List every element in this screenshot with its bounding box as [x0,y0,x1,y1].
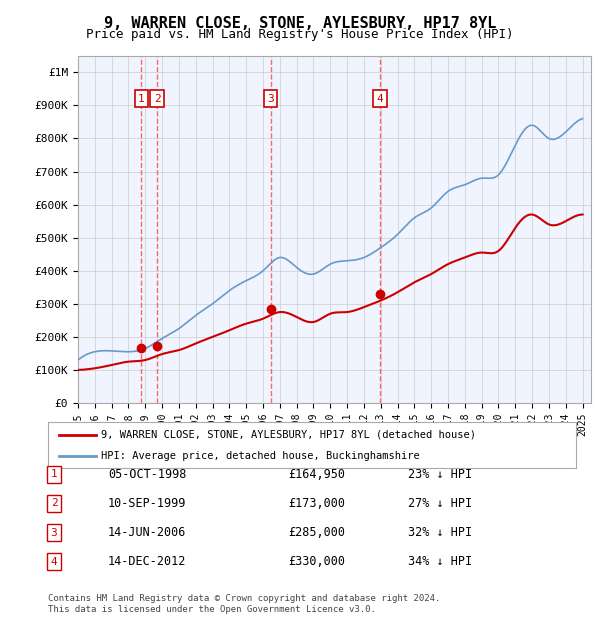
Text: 14-JUN-2006: 14-JUN-2006 [108,526,187,539]
Text: 14-DEC-2012: 14-DEC-2012 [108,556,187,568]
Text: 34% ↓ HPI: 34% ↓ HPI [408,556,472,568]
Text: £285,000: £285,000 [288,526,345,539]
Text: 1: 1 [50,469,58,479]
Text: 4: 4 [50,557,58,567]
Text: Price paid vs. HM Land Registry's House Price Index (HPI): Price paid vs. HM Land Registry's House … [86,28,514,41]
Text: HPI: Average price, detached house, Buckinghamshire: HPI: Average price, detached house, Buck… [101,451,419,461]
Text: 27% ↓ HPI: 27% ↓ HPI [408,497,472,510]
Text: 4: 4 [377,94,383,104]
Text: 3: 3 [267,94,274,104]
Text: 2: 2 [50,498,58,508]
Text: 23% ↓ HPI: 23% ↓ HPI [408,468,472,481]
Text: 9, WARREN CLOSE, STONE, AYLESBURY, HP17 8YL: 9, WARREN CLOSE, STONE, AYLESBURY, HP17 … [104,16,496,30]
Text: £330,000: £330,000 [288,556,345,568]
Text: 1: 1 [138,94,145,104]
Text: 10-SEP-1999: 10-SEP-1999 [108,497,187,510]
Text: Contains HM Land Registry data © Crown copyright and database right 2024.
This d: Contains HM Land Registry data © Crown c… [48,595,440,614]
Text: 9, WARREN CLOSE, STONE, AYLESBURY, HP17 8YL (detached house): 9, WARREN CLOSE, STONE, AYLESBURY, HP17 … [101,430,476,440]
Text: £173,000: £173,000 [288,497,345,510]
Text: 3: 3 [50,528,58,538]
Text: £164,950: £164,950 [288,468,345,481]
Text: 32% ↓ HPI: 32% ↓ HPI [408,526,472,539]
Text: 05-OCT-1998: 05-OCT-1998 [108,468,187,481]
Text: 2: 2 [154,94,160,104]
